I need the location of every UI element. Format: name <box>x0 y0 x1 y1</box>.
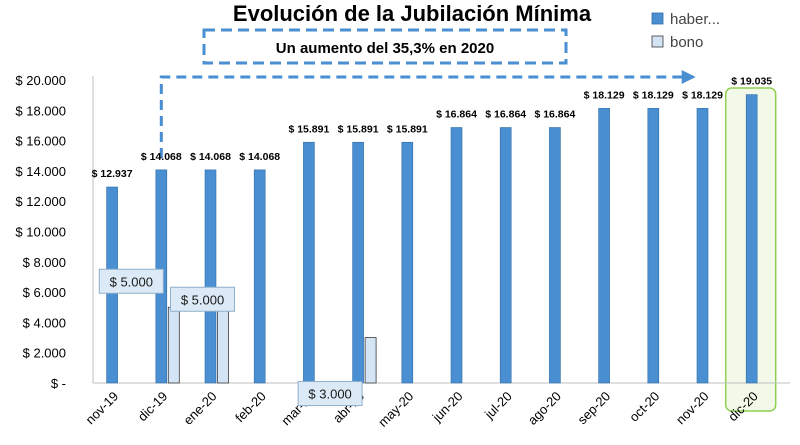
legend-swatch <box>651 12 664 25</box>
x-tick-label: feb-20 <box>232 389 269 426</box>
bono-callout <box>170 286 235 312</box>
data-label-haber: $ 12.937 <box>92 168 133 180</box>
bar-haber <box>745 94 758 384</box>
y-tick-label: $ 4.000 <box>23 315 66 330</box>
data-label-haber: $ 15.891 <box>387 123 428 135</box>
bar-haber <box>204 169 217 384</box>
x-tick-label: nov-19 <box>83 389 122 428</box>
data-label-haber: $ 14.068 <box>190 151 231 163</box>
bono-callout-label: $ 5.000 <box>181 292 224 307</box>
bar-haber <box>352 141 364 384</box>
y-tick-label: $ 10.000 <box>15 225 66 240</box>
y-tick-label: $ 2.000 <box>23 346 66 361</box>
chart-title: Evolución de la Jubilación Mínima <box>233 1 592 26</box>
x-tick-label: ago-20 <box>525 389 564 428</box>
bar-haber <box>499 127 512 384</box>
increase-arrow-head <box>681 70 696 84</box>
chart-subtitle: Un aumento del 35,3% en 2020 <box>276 40 494 57</box>
bar-bono <box>217 306 229 384</box>
bono-callout-label: $ 5.000 <box>110 274 153 289</box>
x-tick-label: nov-20 <box>673 389 712 428</box>
bar-haber <box>598 108 610 384</box>
data-label-haber: $ 18.129 <box>682 89 723 101</box>
legend-swatch <box>651 35 664 48</box>
x-tick-label: ene-20 <box>180 389 219 428</box>
bono-callout-label: $ 3.000 <box>308 387 351 402</box>
data-label-haber: $ 16.864 <box>534 109 575 121</box>
y-tick-label: $ 8.000 <box>23 255 66 270</box>
data-label-haber: $ 14.068 <box>239 151 280 163</box>
data-label-haber: $ 19.035 <box>731 76 772 88</box>
bar-haber <box>450 127 463 384</box>
bar-haber <box>549 127 561 384</box>
subtitle-box <box>202 28 568 65</box>
increase-arrow <box>159 75 686 158</box>
bar-haber <box>303 141 315 384</box>
x-tick-label: oct-20 <box>626 389 662 425</box>
data-label-haber: $ 14.068 <box>141 151 182 163</box>
data-label-haber: $ 15.891 <box>288 123 329 135</box>
bar-bono <box>364 337 377 384</box>
bar-haber <box>253 169 266 384</box>
x-tick-label: sep-20 <box>575 389 614 428</box>
bar-haber <box>647 108 660 384</box>
data-label-haber: $ 15.891 <box>338 123 379 135</box>
x-tick-label: jul-20 <box>481 389 515 423</box>
bar-bono <box>167 306 180 384</box>
y-tick-label: $ - <box>51 376 66 391</box>
x-tick-label: dic-19 <box>135 389 171 425</box>
data-label-haber: $ 18.129 <box>584 89 625 101</box>
legend-label: haber... <box>670 11 720 28</box>
x-tick-label: jun-20 <box>429 389 466 426</box>
legend-label: bono <box>670 34 703 51</box>
y-tick-label: $ 6.000 <box>23 285 66 300</box>
data-label-haber: $ 16.864 <box>436 109 477 121</box>
x-tick-label: may-20 <box>375 389 416 430</box>
y-tick-label: $ 20.000 <box>15 73 66 88</box>
y-tick-label: $ 12.000 <box>15 194 66 209</box>
bar-haber <box>401 141 414 384</box>
bono-callout <box>297 381 363 407</box>
y-tick-label: $ 18.000 <box>15 103 66 118</box>
bono-callout <box>98 268 164 294</box>
data-label-haber: $ 18.129 <box>633 89 674 101</box>
bar-haber <box>696 108 709 384</box>
y-tick-label: $ 14.000 <box>15 164 66 179</box>
data-label-haber: $ 16.864 <box>485 109 526 121</box>
y-tick-label: $ 16.000 <box>15 134 66 149</box>
